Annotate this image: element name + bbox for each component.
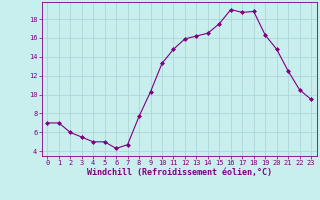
X-axis label: Windchill (Refroidissement éolien,°C): Windchill (Refroidissement éolien,°C)	[87, 168, 272, 177]
